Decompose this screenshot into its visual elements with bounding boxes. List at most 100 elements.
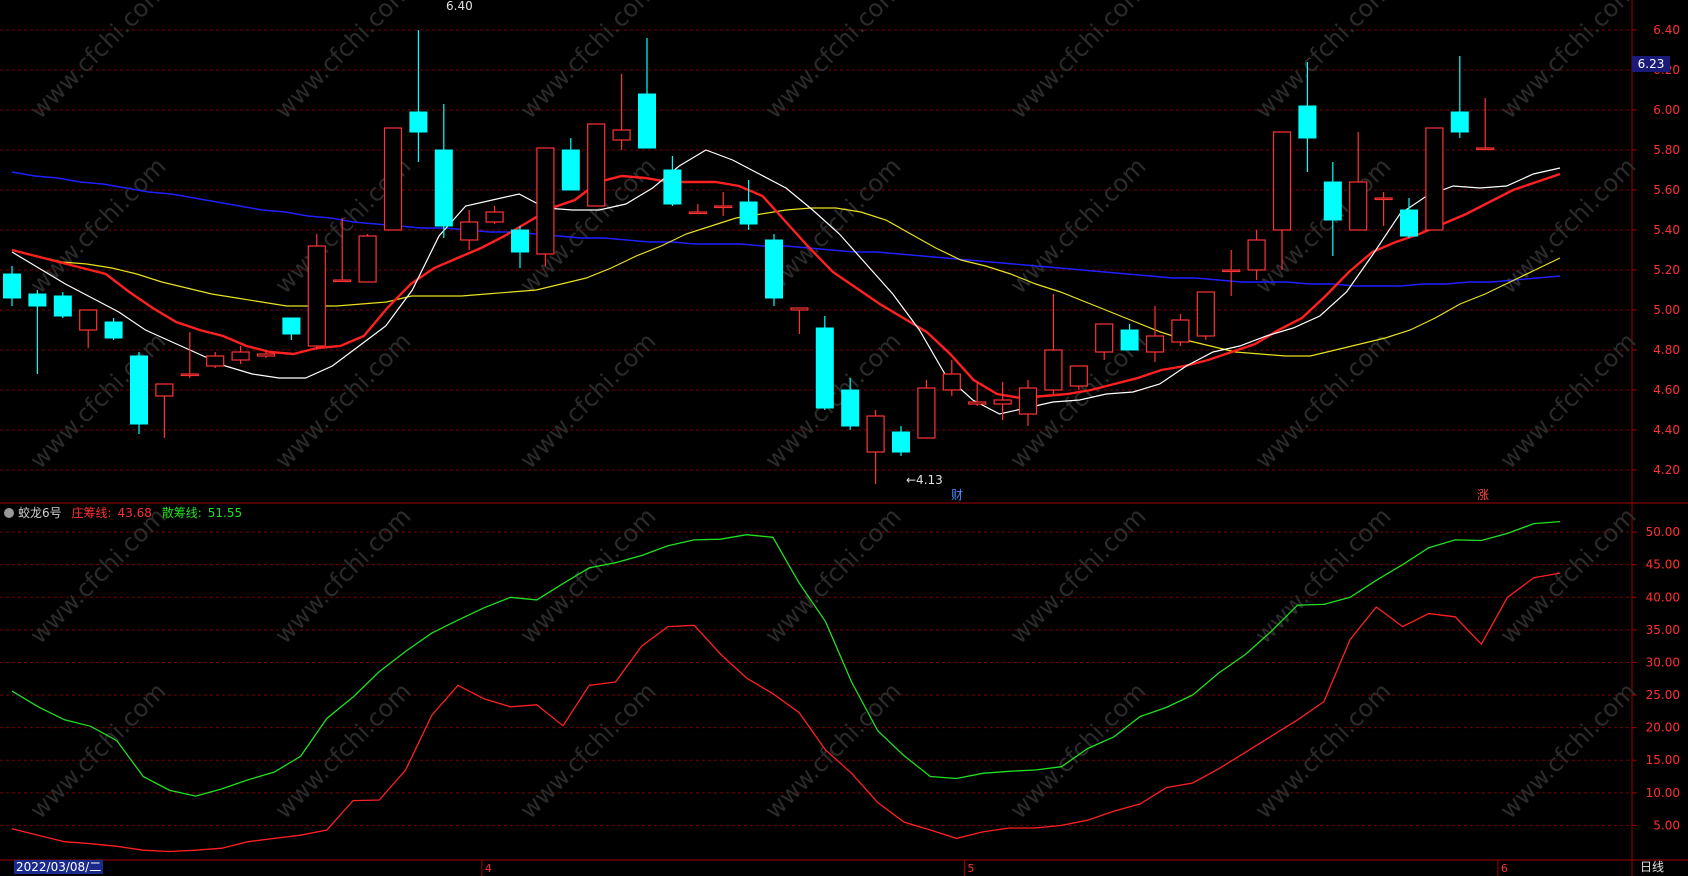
price-tick-label: 4.80 (1653, 343, 1680, 357)
current-price-badge: 6.23 (1632, 56, 1670, 72)
candle (1069, 365, 1088, 390)
indicator-legend: 蛟龙6号 庄筹线: 43.68 散筹线: 51.55 (4, 504, 248, 522)
indicator-tick-label: 50.00 (1646, 525, 1680, 539)
candle-body (1476, 147, 1495, 151)
candle (1222, 250, 1241, 296)
moving-average-lines (11, 149, 1561, 415)
candle-body (638, 93, 656, 149)
ma5-line (11, 149, 1561, 415)
candle-body (815, 327, 834, 409)
candle-body (561, 149, 580, 191)
cursor-date: 2022/03/08/二 (14, 860, 104, 874)
candle-body (485, 211, 504, 223)
candle-body (53, 295, 72, 317)
candle (1374, 192, 1393, 226)
candle-body (434, 149, 453, 227)
indicator-tick-label: 5.00 (1653, 818, 1680, 832)
candle-body (841, 389, 860, 427)
candle (536, 147, 555, 266)
high-price-label: 6.40 (446, 0, 473, 13)
marker-zhang[interactable]: 涨 (1477, 487, 1489, 502)
candle-body (231, 351, 250, 361)
candle (256, 350, 276, 358)
candle-body (968, 401, 987, 405)
candle-body (1044, 349, 1063, 391)
candle-body (587, 123, 606, 207)
candle-body (866, 415, 885, 453)
candle-body (1450, 111, 1469, 133)
month-label: 5 (968, 862, 975, 875)
candle-body (206, 355, 225, 367)
indicator-name[interactable]: 蛟龙6号 (18, 506, 62, 520)
candle (307, 234, 326, 350)
candle (1018, 380, 1038, 426)
candle (663, 156, 682, 206)
candle (3, 266, 21, 306)
candle-body (765, 239, 783, 299)
candle (841, 378, 860, 430)
candle-body (993, 399, 1012, 405)
candle-body (1349, 181, 1368, 231)
price-tick-label: 6.00 (1653, 103, 1680, 117)
price-tick-label: 6.40 (1653, 23, 1680, 37)
candle (130, 352, 148, 434)
candle (866, 410, 885, 484)
candle (612, 74, 631, 150)
candle-body (1171, 319, 1190, 343)
candle-body (1069, 365, 1088, 387)
indicator-lines (11, 520, 1561, 853)
candle-body (942, 373, 961, 391)
ma60-line (11, 171, 1561, 287)
candle (206, 352, 225, 368)
price-tick-label: 5.80 (1653, 143, 1680, 157)
candle (1120, 324, 1139, 351)
indicator-toggle-icon[interactable] (4, 508, 14, 518)
indicator-tick-label: 10.00 (1646, 786, 1680, 800)
candle (409, 30, 428, 162)
month-label: 4 (485, 862, 492, 875)
candle (688, 204, 707, 215)
candle (1323, 162, 1342, 256)
candle (739, 180, 758, 230)
candle-body (688, 211, 707, 215)
candle-body (333, 279, 352, 283)
price-tick-label: 4.60 (1653, 383, 1680, 397)
candle-body (1095, 323, 1114, 353)
price-tick-label: 4.20 (1653, 463, 1680, 477)
candle-body (1298, 105, 1317, 139)
candle-body (714, 205, 733, 209)
candle-body (79, 309, 98, 331)
candle-body (1145, 335, 1165, 353)
candle-body (3, 273, 21, 299)
candle (1272, 131, 1292, 270)
price-axis: 6.406.206.005.805.605.405.205.004.804.60… (1632, 23, 1680, 477)
candle (942, 360, 961, 396)
candle-body (1272, 131, 1292, 231)
candle (1476, 98, 1495, 151)
marker-cai[interactable]: 财 (951, 488, 963, 502)
candle-body (1425, 127, 1444, 231)
indicator-tick-label: 15.00 (1646, 753, 1680, 767)
price-tick-label: 5.20 (1653, 263, 1680, 277)
candle-body (358, 235, 377, 283)
candle (1400, 198, 1418, 238)
candle-body (1196, 291, 1215, 337)
candle-body (917, 387, 936, 439)
candle (358, 234, 377, 283)
candle (282, 317, 301, 340)
candle (383, 127, 403, 231)
zhuang-line (11, 572, 1561, 853)
candle (1095, 323, 1114, 360)
candle-body (1247, 239, 1266, 271)
candle (1171, 314, 1190, 346)
candle (104, 318, 123, 340)
candle (434, 104, 453, 238)
candle-body (1222, 269, 1241, 273)
candle-body (409, 111, 428, 133)
indicator-tick-label: 35.00 (1646, 623, 1680, 637)
candle-body (612, 129, 631, 141)
candle (511, 226, 529, 268)
candle (1425, 127, 1444, 231)
period-selector[interactable]: 日线 (1640, 860, 1665, 874)
